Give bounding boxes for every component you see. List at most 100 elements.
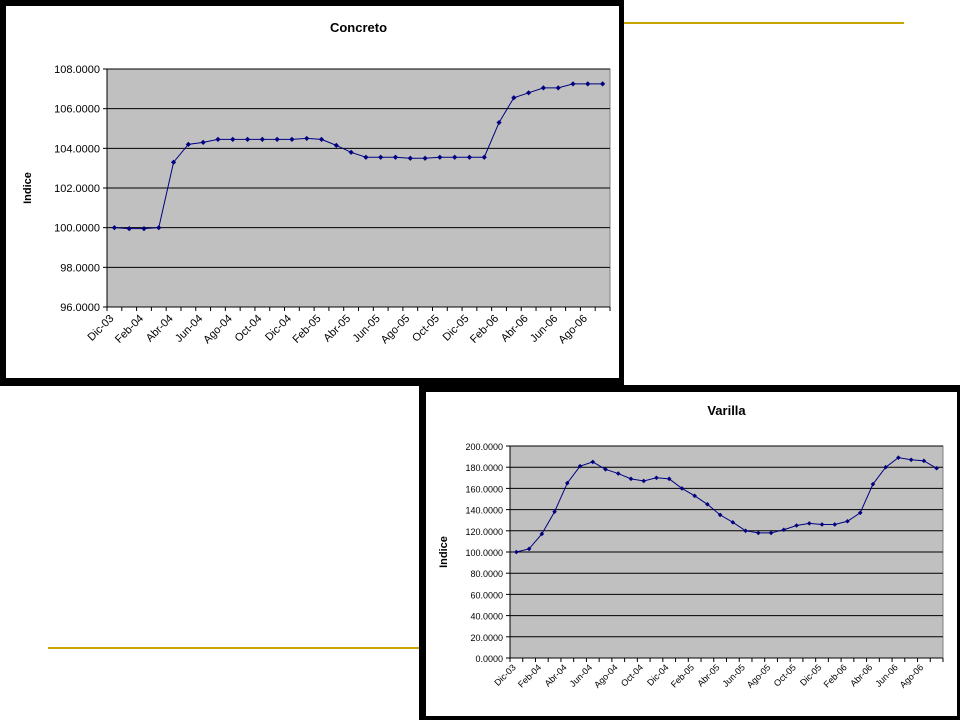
varilla-x-tick-label: Dic-04 [645,662,670,687]
varilla-y-tick-label: 160.0000 [465,484,503,494]
concreto-data-point [333,142,339,148]
varilla-chart: Varilla 0.0000 20.0000 40.0000 60.0000 80.000… [425,391,958,717]
varilla-x-tick-label: Dic-05 [798,662,823,687]
varilla-x-tick-label: Oct-05 [772,662,798,688]
varilla-series-line [516,457,937,553]
concreto-data-point [274,136,280,143]
concreto-data-point [555,85,561,91]
varilla-data-point [743,528,748,534]
varilla-data-point [577,463,583,469]
concreto-data-point [111,225,117,231]
concreto-y-tick-label: 96.0000 [60,302,100,314]
concreto-data-point [348,149,354,155]
concreto-data-point [126,226,132,232]
concreto-chart: Concreto 96.0000 98.0000 100.0000 102.0000 10… [5,5,620,379]
varilla-y-tick-label: 140.0000 [465,506,503,516]
varilla-data-point [832,522,838,527]
varilla-data-point [934,465,939,471]
varilla-x-tick-label: Oct-04 [619,662,645,688]
concreto-y-tick-label: 106.0000 [54,104,100,116]
varilla-x-tick-label: Abr-06 [848,662,874,688]
concreto-data-point [215,136,221,143]
varilla-x-tick-label: Abr-04 [543,662,569,688]
concreto-data-point [585,81,591,87]
concreto-data-point [437,154,443,160]
varilla-chart-title: Varilla [707,403,746,418]
concreto-x-tick-label: Ago-06 [556,313,590,347]
varilla-data-point [692,493,697,499]
concreto-data-point [407,155,413,161]
varilla-x-tick-label: Feb-04 [516,662,543,689]
varilla-data-point [717,512,723,518]
concreto-x-tick-label: Oct-05 [410,313,442,345]
concreto-x-tick-label: Jun-04 [173,313,205,345]
varilla-data-point [794,523,799,528]
varilla-x-tick-label: Ago-06 [898,662,926,690]
concreto-data-point [289,136,295,143]
varilla-y-tick-label: 80.0000 [470,569,503,579]
concreto-x-tick-label: Jun-05 [351,313,383,345]
varilla-data-point [806,521,812,526]
concreto-data-point [244,136,251,143]
varilla-chart-svg: Varilla 0.0000 20.0000 40.0000 60.0000 80.000… [438,403,944,690]
concreto-x-tick-label: Dic-05 [441,313,472,344]
concreto-y-tick-label: 100.0000 [54,223,100,235]
concreto-data-point [318,136,325,143]
varilla-y-axis-label: Indice [438,536,450,568]
concreto-data-point [600,81,606,87]
concreto-data-point [511,95,517,101]
varilla-x-tick-label: Feb-05 [669,662,696,689]
varilla-x-tick-label: Jun-04 [568,662,595,689]
varilla-data-point [756,530,761,536]
concreto-data-point [392,154,399,160]
varilla-data-point [526,546,532,552]
concreto-data-point [540,85,547,91]
concreto-data-point [200,139,206,145]
varilla-data-point [628,476,634,482]
varilla-data-point [883,464,888,470]
concreto-x-tick-label: Feb-04 [113,313,146,346]
varilla-data-point [539,531,545,537]
concreto-y-tick-label: 104.0000 [54,143,100,155]
varilla-x-tick-label: Ago-05 [745,662,773,690]
varilla-x-tick-label: Jun-06 [873,662,900,689]
varilla-y-tick-label: 0.0000 [475,654,503,664]
concreto-x-tick-label: Feb-06 [468,313,501,346]
varilla-x-tick-label: Jun-05 [720,662,747,689]
concreto-chart-svg: Concreto 96.0000 98.0000 100.0000 102.0000 10… [22,20,611,347]
varilla-data-point [870,481,876,487]
varilla-data-point [845,518,850,524]
varilla-x-tick-label: Feb-06 [822,662,849,689]
concreto-data-point [496,119,502,126]
concreto-x-tick-label: Abr-05 [321,313,353,345]
varilla-x-tick-label: Dic-03 [492,662,517,687]
concreto-data-point [185,141,191,147]
varilla-data-point [857,510,863,516]
varilla-y-tick-label: 180.0000 [465,463,503,473]
varilla-data-point [679,486,685,491]
varilla-data-point [705,502,710,507]
varilla-data-point [666,476,672,482]
varilla-data-point [921,458,927,464]
divider-line [624,385,960,386]
decorative-line-top [622,22,904,24]
varilla-x-tick-label: Abr-05 [695,662,721,688]
varilla-data-point [896,455,901,460]
concreto-data-point [481,154,487,160]
concreto-data-point [304,135,310,142]
concreto-x-tick-label: Oct-04 [233,313,265,345]
varilla-y-tick-label: 100.0000 [465,548,503,558]
varilla-y-tick-label: 120.0000 [465,527,503,537]
varilla-data-point [565,480,570,486]
concreto-data-point [363,154,369,160]
concreto-y-tick-label: 102.0000 [54,183,100,195]
varilla-data-point [768,530,774,536]
concreto-data-point [422,155,428,161]
concreto-data-point [141,226,147,232]
concreto-chart-title: Concreto [330,20,387,35]
concreto-data-point [526,90,532,96]
varilla-y-tick-label: 20.0000 [470,633,503,643]
varilla-data-point [730,520,736,525]
concreto-data-point [230,136,236,143]
concreto-y-tick-label: 108.0000 [54,64,100,76]
